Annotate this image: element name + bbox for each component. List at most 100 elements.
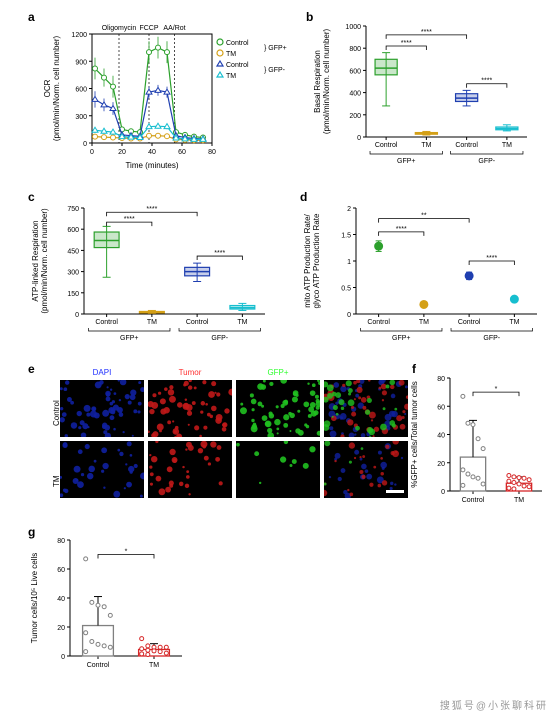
- svg-text:TM: TM: [502, 142, 512, 149]
- svg-text:TM: TM: [237, 319, 247, 326]
- micro-col-label: DAPI: [60, 368, 144, 377]
- svg-text:GFP+: GFP+: [397, 158, 415, 165]
- svg-text:1000: 1000: [345, 24, 361, 31]
- svg-text:Control: Control: [186, 319, 209, 326]
- svg-text:GFP+: GFP+: [120, 335, 138, 342]
- svg-text:450: 450: [67, 248, 79, 255]
- svg-text:20: 20: [437, 461, 445, 468]
- svg-text:TM: TM: [514, 497, 524, 504]
- svg-text:200: 200: [349, 113, 361, 120]
- panel-b: 02004006008001000ControlTMControlTMGFP+G…: [310, 16, 535, 171]
- svg-text:glyco ATP Production Rate: glyco ATP Production Rate: [312, 213, 321, 308]
- svg-text:20: 20: [118, 149, 126, 156]
- svg-text:20: 20: [57, 625, 65, 632]
- panel-f: 020406080ControlTM%GFP+ cells/Total tumo…: [408, 368, 548, 513]
- svg-text:600: 600: [67, 227, 79, 234]
- svg-text:0: 0: [83, 141, 87, 148]
- svg-text:0.5: 0.5: [341, 286, 351, 293]
- svg-text:0: 0: [347, 312, 351, 319]
- svg-text:400: 400: [349, 91, 361, 98]
- micrograph: [148, 380, 232, 437]
- svg-text:****: ****: [124, 216, 135, 223]
- micrograph: [324, 380, 408, 437]
- figure: a 02040608003006009001200Time (minutes)O…: [0, 0, 554, 716]
- svg-text:****: ****: [214, 250, 225, 257]
- micrograph: [60, 441, 144, 498]
- svg-text:40: 40: [57, 596, 65, 603]
- svg-text:TM: TM: [226, 51, 236, 58]
- svg-text:GFP-: GFP-: [483, 335, 500, 342]
- svg-text:600: 600: [349, 68, 361, 75]
- svg-text:(pmol/min/Norm. cell number): (pmol/min/Norm. cell number): [52, 35, 61, 141]
- svg-text:300: 300: [75, 114, 87, 121]
- svg-text:TM: TM: [421, 142, 431, 149]
- svg-text:(pmol/min/Norm. cell number): (pmol/min/Norm. cell number): [40, 208, 49, 314]
- svg-text:TM: TM: [226, 73, 236, 80]
- svg-text:80: 80: [57, 538, 65, 545]
- micrograph: [236, 441, 320, 498]
- micro-col-label: Tumor: [148, 368, 232, 377]
- svg-text:****: ****: [401, 40, 412, 47]
- svg-text:Control: Control: [226, 40, 249, 47]
- svg-text:Control: Control: [367, 319, 390, 326]
- svg-text:1200: 1200: [71, 32, 87, 39]
- svg-text:800: 800: [349, 46, 361, 53]
- panel-g: 020406080ControlTMTumor cells/10⁵ Live c…: [28, 530, 188, 678]
- svg-text:****: ****: [146, 206, 157, 213]
- svg-text:60: 60: [437, 404, 445, 411]
- label-e: e: [28, 362, 35, 376]
- svg-text:****: ****: [486, 255, 497, 262]
- svg-text:Tumor cells/10⁵ Live cells: Tumor cells/10⁵ Live cells: [30, 553, 39, 644]
- svg-text:} GFP-: } GFP-: [264, 67, 286, 74]
- svg-text:Time (minutes): Time (minutes): [125, 161, 178, 170]
- svg-text:300: 300: [67, 270, 79, 277]
- svg-text:Control: Control: [462, 497, 485, 504]
- scale-bar: [386, 490, 404, 493]
- svg-text:GFP-: GFP-: [478, 158, 495, 165]
- svg-text:****: ****: [396, 226, 407, 233]
- svg-text:*: *: [125, 549, 128, 556]
- svg-text:Control: Control: [375, 142, 398, 149]
- svg-text:} GFP+: } GFP+: [264, 45, 287, 52]
- micrograph: [148, 441, 232, 498]
- svg-text:40: 40: [437, 433, 445, 440]
- svg-text:%GFP+ cells/Total tumor cells: %GFP+ cells/Total tumor cells: [410, 381, 419, 487]
- svg-text:mito ATP Production Rate/: mito ATP Production Rate/: [303, 213, 312, 307]
- svg-text:60: 60: [57, 567, 65, 574]
- svg-text:GFP+: GFP+: [392, 335, 410, 342]
- svg-text:600: 600: [75, 87, 87, 94]
- svg-text:TM: TM: [149, 662, 159, 669]
- svg-text:750: 750: [67, 206, 79, 213]
- svg-text:TM: TM: [419, 319, 429, 326]
- svg-text:AA/Rot: AA/Rot: [163, 25, 185, 32]
- svg-text:Control: Control: [226, 62, 249, 69]
- svg-text:80: 80: [208, 149, 216, 156]
- panel-a: 02040608003006009001200Time (minutes)OCR…: [40, 16, 290, 171]
- svg-text:0: 0: [90, 149, 94, 156]
- svg-text:80: 80: [437, 376, 445, 383]
- svg-text:40: 40: [148, 149, 156, 156]
- svg-text:60: 60: [178, 149, 186, 156]
- svg-text:1.5: 1.5: [341, 233, 351, 240]
- micro-col-label: Merged: [324, 368, 408, 377]
- svg-text:0: 0: [75, 312, 79, 319]
- svg-text:Control: Control: [455, 142, 478, 149]
- micrograph: [60, 380, 144, 437]
- svg-text:150: 150: [67, 291, 79, 298]
- svg-text:FCCP: FCCP: [139, 25, 158, 32]
- svg-text:**: **: [421, 213, 427, 220]
- svg-text:TM: TM: [147, 319, 157, 326]
- svg-text:(pmol/min/Norm. cell number): (pmol/min/Norm. cell number): [322, 28, 331, 134]
- svg-text:Control: Control: [95, 319, 118, 326]
- svg-text:2: 2: [347, 206, 351, 213]
- svg-text:TM: TM: [509, 319, 519, 326]
- svg-text:0: 0: [61, 654, 65, 661]
- svg-text:****: ****: [481, 78, 492, 85]
- svg-text:Basal Respiration: Basal Respiration: [313, 50, 322, 113]
- svg-text:*: *: [495, 386, 498, 393]
- panel-c: 0150300450600750ControlTMControlTMGFP+GF…: [28, 198, 273, 348]
- svg-text:Control: Control: [458, 319, 481, 326]
- watermark: 搜狐号@小张聊科研: [440, 697, 548, 712]
- svg-text:900: 900: [75, 59, 87, 66]
- micro-col-label: GFP+: [236, 368, 320, 377]
